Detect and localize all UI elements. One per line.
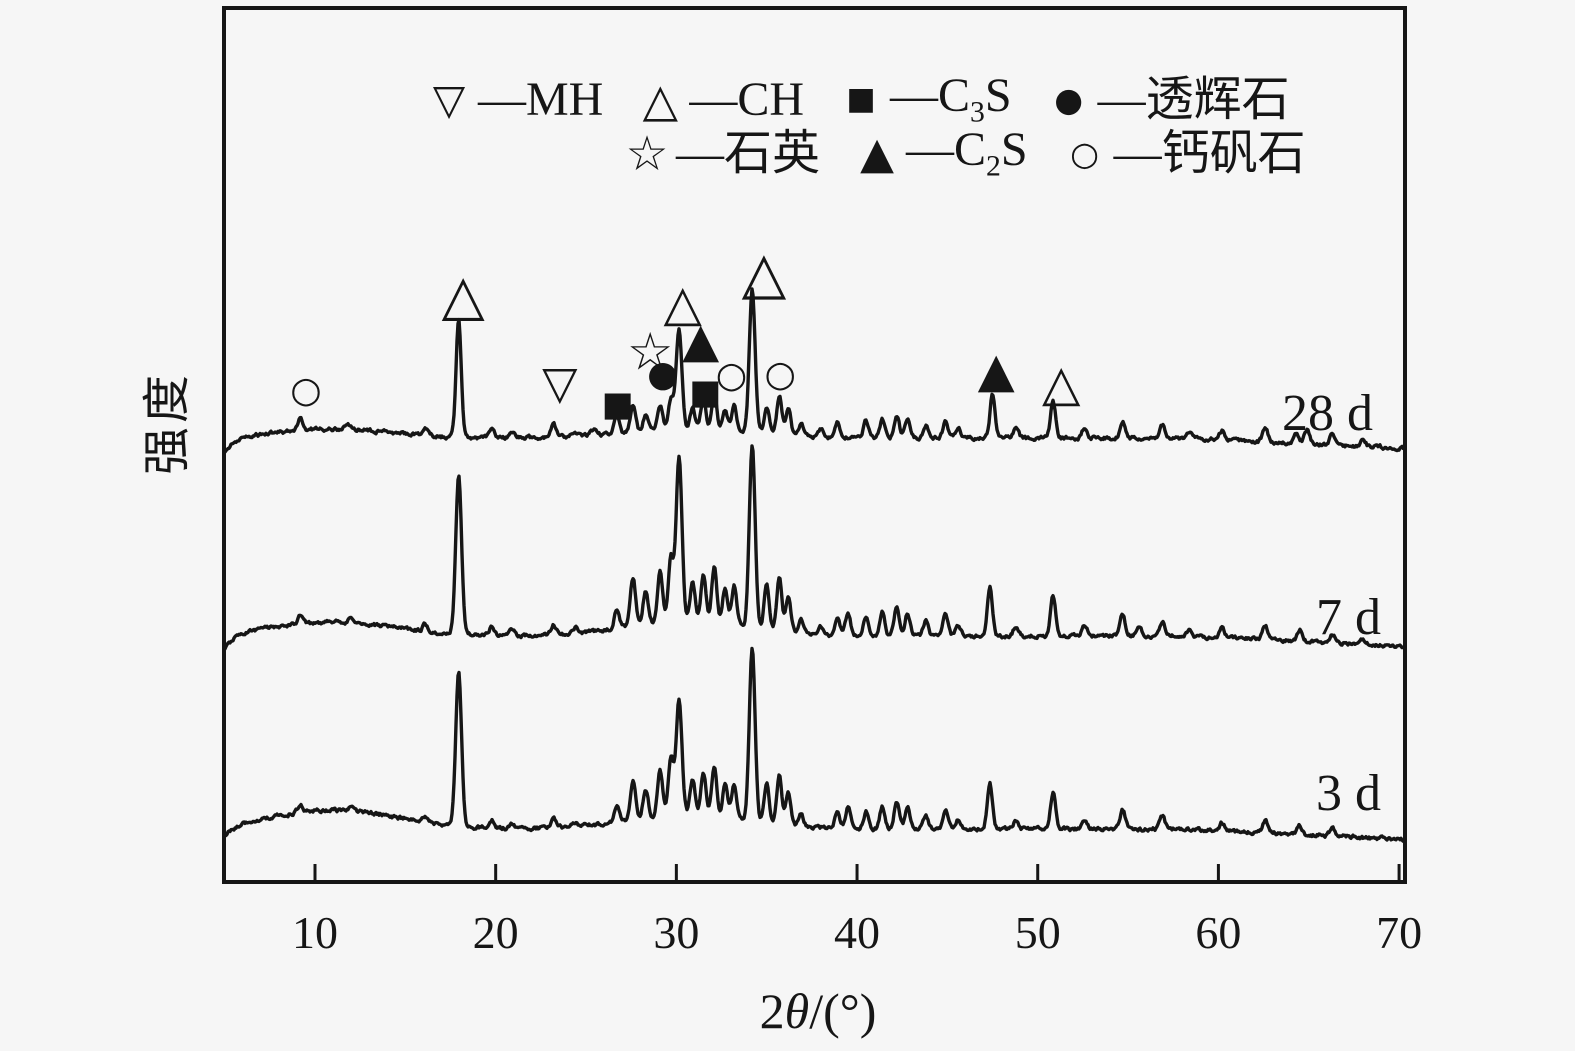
peak-marker-filled-circle: ●	[647, 354, 678, 395]
legend-label-diopside: —透辉石	[1097, 72, 1290, 126]
theta-symbol: θ	[784, 983, 810, 1039]
legend-item-ch: △ —CH	[631, 72, 805, 127]
plot-border	[222, 6, 1407, 884]
legend-label-c2s: —C2S	[906, 123, 1028, 183]
filled-circle-icon: ●	[1054, 80, 1084, 120]
x-tick-label: 30	[653, 907, 699, 958]
legend-row-2: ☆ —石英 ▲ —C2S ○ —钙矾石	[618, 123, 1334, 183]
filled-up-triangle-icon: ▲	[860, 127, 894, 179]
peak-marker-open-up-triangle: △	[1042, 354, 1081, 412]
legend-label-ch: —CH	[689, 72, 805, 126]
x-tick-label: 70	[1376, 907, 1422, 958]
legend-item-ettringite: ○ —钙矾石	[1056, 126, 1306, 180]
peak-marker-filled-square: ■	[689, 373, 721, 413]
x-tick-label: 10	[292, 907, 338, 958]
peak-marker-open-up-triangle: △	[663, 274, 702, 332]
legend-label-mh: —MH	[478, 72, 604, 126]
peak-marker-open-circle: ○	[290, 370, 321, 411]
x-tick-label: 50	[1015, 907, 1061, 958]
peak-marker-open-circle: ○	[765, 354, 796, 395]
x-axis-title-post: /(°)	[809, 983, 877, 1039]
open-circle-icon: ○	[1070, 134, 1099, 174]
xrd-curve-3d	[223, 646, 1405, 843]
peak-marker-open-circle: ○	[716, 355, 747, 396]
curve-label-7d: 7 d	[1316, 589, 1381, 646]
peak-marker-open-down-triangle: ▽	[542, 356, 578, 410]
xrd-curve-28d	[223, 287, 1405, 454]
open-up-triangle-icon: △	[642, 72, 679, 127]
filled-square-icon: ■	[846, 81, 876, 118]
peak-marker-open-up-triangle: △	[442, 263, 485, 328]
open-star-icon: ☆	[625, 125, 669, 182]
y-axis-title-text: 强度	[141, 370, 194, 476]
legend-item-quartz: ☆ —石英	[618, 125, 821, 182]
curve-label-3d: 3 d	[1316, 765, 1381, 822]
x-axis-title: 2θ/(°)	[760, 986, 877, 1036]
open-down-triangle-icon: ▽	[432, 74, 466, 124]
legend-label-ettringite: —钙矾石	[1113, 126, 1306, 180]
legend-label-c3s: —C3S	[890, 69, 1012, 129]
peak-marker-open-up-triangle: △	[742, 239, 787, 307]
legend-item-diopside: ● —透辉石	[1040, 72, 1290, 126]
x-tick-label: 40	[834, 907, 880, 958]
legend-item-c3s: ■ —C3S	[832, 69, 1012, 129]
peak-marker-open-star: ☆	[627, 323, 674, 383]
peak-marker-filled-square: ■	[602, 385, 634, 425]
y-axis-title: 强度	[141, 370, 194, 476]
peak-marker-filled-up-triangle: ▲	[978, 342, 1015, 398]
legend-label-quartz: —石英	[676, 126, 821, 180]
x-tick-label: 20	[473, 907, 519, 958]
legend-row-1: ▽ —MH △ —CH ■ —C3S ● —透辉石	[420, 69, 1318, 129]
x-tick-label: 60	[1195, 907, 1241, 958]
x-axis-title-pre: 2	[759, 983, 785, 1039]
peak-marker-filled-up-triangle: ▲	[682, 312, 719, 368]
legend-item-c2s: ▲ —C2S	[848, 123, 1028, 183]
legend-item-mh: ▽ —MH	[420, 72, 604, 126]
xrd-curve-7d	[223, 444, 1405, 651]
curve-label-28d: 28 d	[1282, 385, 1373, 442]
